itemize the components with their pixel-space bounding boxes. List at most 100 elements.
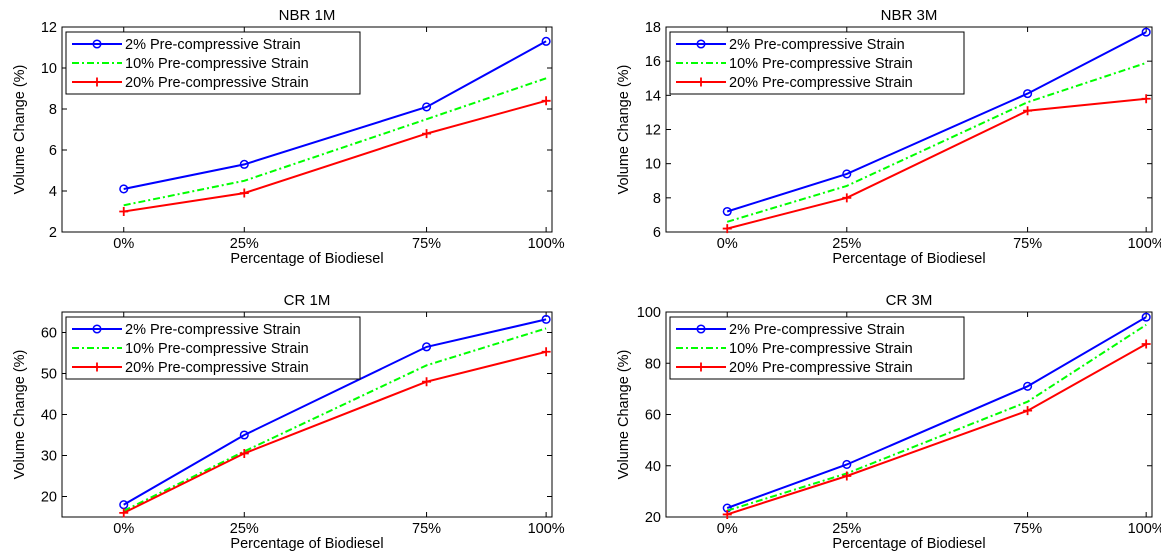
legend: 2% Pre-compressive Strain 10% Pre-compres… [65,31,361,95]
legend-label: 10% Pre-compressive Strain [125,341,309,357]
y-tick-label: 6 [653,225,661,241]
data-point [239,430,249,440]
x-tick-label: 100% [528,521,565,537]
chart-panel-4: CR 3M 20 40 60 80 100 0% 25% 75% 100% Percentage o… [616,292,1161,552]
data-point [842,459,852,470]
y-tick-label: 18 [645,20,661,36]
legend-label: 20% Pre-compressive Strain [125,360,309,376]
chart-panel-2: NBR 3M 6 8 10 12 14 16 18 0% 25% 75% 100% Percentage… [616,7,1161,267]
data-point [1141,339,1151,349]
y-tick-label: 12 [41,20,57,36]
x-tick-label: 100% [1128,521,1161,537]
legend-marker [92,362,102,372]
legend-label: 10% Pre-compressive Strain [729,341,913,357]
data-point [842,169,852,179]
series-line-1 [123,318,547,506]
y-tick-label: 40 [645,459,661,475]
x-tick-label: 0% [113,521,134,537]
y-tick-label: 8 [653,191,661,207]
y-axis-label: Volume Change (%) [616,350,632,480]
data-point [842,471,852,481]
x-tick-label: 75% [412,236,441,252]
chart-panel-3: CR 1M 20 30 40 50 60 0% 25% 75% 100% Percentage of… [12,292,565,552]
y-tick-label: 50 [41,367,57,383]
y-tick-label: 16 [645,54,661,70]
data-point [722,206,732,217]
legend-label: 10% Pre-compressive Strain [125,56,309,72]
x-tick-label: 75% [412,521,441,537]
y-tick-label: 30 [41,449,57,465]
y-tick-label: 12 [645,123,661,139]
x-tick-label: 75% [1013,521,1042,537]
data-point [1023,381,1033,391]
legend-label: 2% Pre-compressive Strain [729,322,905,338]
y-tick-label: 20 [41,490,57,506]
data-point [239,159,249,169]
series-line-1 [123,40,547,190]
y-tick-label: 40 [41,408,57,424]
data-point [541,347,551,357]
chart-title: NBR 1M [279,7,336,24]
legend-label: 2% Pre-compressive Strain [125,37,301,53]
legend-box [65,316,361,380]
y-tick-label: 100 [637,305,661,321]
chart-title: CR 1M [284,292,331,309]
data-point [541,96,551,106]
x-tick-label: 25% [230,236,259,252]
legend: 2% Pre-compressive Strain 10% Pre-compres… [669,31,965,95]
series-line-2 [123,77,547,207]
data-point [422,129,432,139]
y-tick-label: 60 [41,326,57,342]
chart-title: NBR 3M [881,7,938,24]
data-point [1023,106,1033,116]
series-line-2 [726,323,1147,512]
y-tick-label: 14 [645,88,661,104]
x-tick-label: 100% [528,236,565,252]
legend-marker [696,77,706,87]
x-tick-label: 25% [832,521,861,537]
data-point [722,509,732,519]
chart-title: CR 3M [886,292,933,309]
y-tick-label: 4 [49,184,57,200]
data-point [239,188,249,198]
data-point [422,342,432,352]
legend-label: 2% Pre-compressive Strain [729,37,905,53]
data-point [119,508,129,518]
data-point [541,36,551,46]
x-axis-label: Percentage of Biodiesel [832,251,985,267]
legend-label: 10% Pre-compressive Strain [729,56,913,72]
x-tick-label: 25% [832,236,861,252]
legend-marker [92,39,102,49]
x-tick-label: 0% [113,236,134,252]
data-point [1023,89,1033,99]
x-axis-label: Percentage of Biodiesel [230,536,383,552]
y-tick-label: 10 [41,61,57,77]
y-tick-label: 2 [49,225,57,241]
series-line-2 [726,61,1147,223]
x-tick-label: 25% [230,521,259,537]
x-tick-label: 0% [717,521,738,537]
legend-marker [696,362,706,372]
data-point [239,448,249,458]
y-tick-label: 10 [645,157,661,173]
legend-label: 20% Pre-compressive Strain [729,360,913,376]
x-axis-label: Percentage of Biodiesel [832,536,985,552]
x-tick-label: 100% [1128,236,1161,252]
legend-marker [92,77,102,87]
legend-marker [696,39,706,49]
legend-marker [92,324,102,334]
data-point [1141,94,1151,104]
y-axis-label: Volume Change (%) [12,350,28,480]
series-line-3 [726,97,1147,230]
x-axis-label: Percentage of Biodiesel [230,251,383,267]
legend-box [669,316,965,380]
data-point [842,193,852,203]
series-line-3 [726,343,1147,516]
data-point [1023,406,1033,416]
legend-box [669,31,965,95]
y-tick-label: 8 [49,102,57,118]
legend-label: 20% Pre-compressive Strain [125,75,309,91]
series-line-3 [123,99,547,213]
y-axis-label: Volume Change (%) [616,65,632,195]
